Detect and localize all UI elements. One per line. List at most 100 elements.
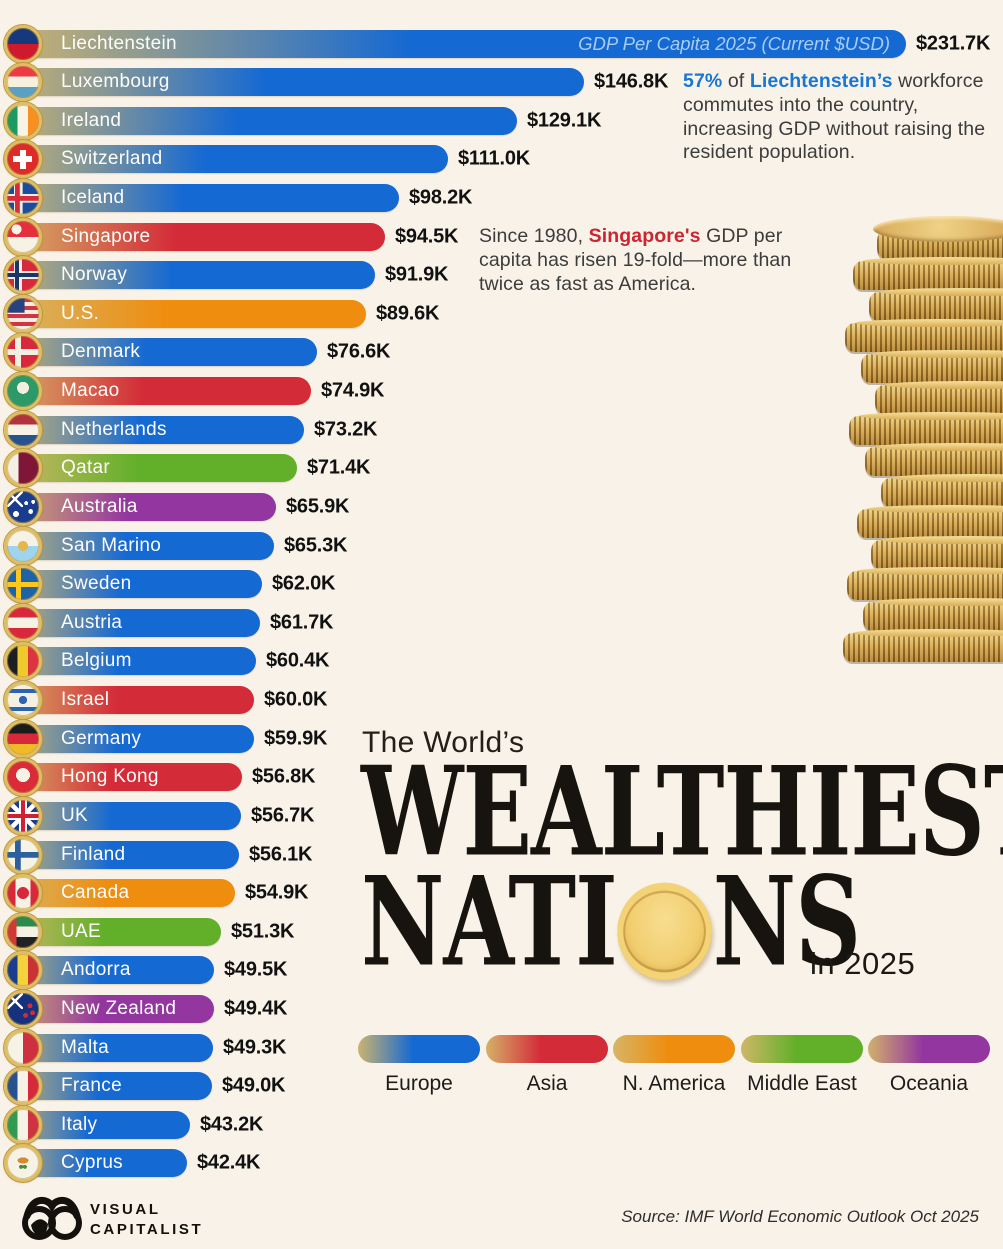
coin-edge [857,505,1003,538]
country-label: Cyprus [61,1152,123,1174]
bar-europe: Denmark [6,338,317,367]
flag-sanmarino-icon [4,526,42,565]
annotation-liechtenstein: 57% of Liechtenstein’s workforce commute… [683,70,987,165]
bar-europe: Finland [6,840,239,869]
value-label: $60.0K [264,688,328,711]
bar-europe: Ireland [6,106,517,135]
flag-singapore-icon [4,217,42,256]
bar-row-italy: Italy $43.2K [4,1105,996,1145]
annotation-accent: Singapore's [588,225,701,247]
bar-row-us: U.S. $89.6K [4,294,996,334]
legend-swatch-europe [358,1035,480,1063]
flag-qatar-icon [4,449,42,488]
bar-row-andorra: Andorra $49.5K [4,951,996,990]
value-label: $43.2K [200,1113,264,1136]
country-label: UK [61,804,88,826]
bar-row-ireland: Ireland $129.1K [4,101,996,141]
bar-europe: Switzerland [6,145,448,174]
bar-row-germany: Germany $59.9K [4,719,996,759]
bar-oceania: Australia [6,492,276,521]
bar-row-cyprus: Cyprus $42.4K [4,1144,996,1183]
coin-edge [853,257,1003,290]
country-label: Switzerland [61,148,163,170]
country-label: Israel [61,689,110,711]
coin-edge [881,474,1003,507]
flag-uk-icon [4,796,42,835]
flag-ireland-icon [4,101,42,140]
country-label: Ireland [61,109,122,131]
flag-hongkong-icon [4,758,42,797]
coin-edge [865,443,1003,476]
country-label: Qatar [61,457,111,479]
country-label: Netherlands [61,418,167,440]
bar-row-israel: Israel $60.0K [4,681,996,720]
flag-austria-icon [4,603,42,642]
bar-row-france: France $49.0K [4,1067,996,1106]
coin-edge [875,381,1003,414]
country-label: Finland [61,843,126,865]
value-label: $91.9K [385,263,449,286]
value-label: $146.8K [594,70,669,93]
coin-edge [843,629,1003,662]
flag-norway-icon [4,256,42,295]
value-label: $42.4K [197,1151,261,1174]
brand-line-2: CAPITALIST [90,1220,204,1238]
coin-top-face [873,216,1003,242]
bar-row-macao: Macao $74.9K [4,372,996,411]
value-label: $56.1K [249,843,313,866]
bar-europe: Germany [6,724,254,753]
country-label: Hong Kong [61,766,159,788]
value-label: $49.4K [224,997,288,1020]
bar-row-uae: UAE $51.3K [4,912,996,952]
flag-sweden-icon [4,565,42,604]
flag-france-icon [4,1067,42,1106]
legend-label-europe: Europe [385,1072,453,1095]
title-nations-left: NATI [361,849,618,995]
flag-denmark-icon [4,333,42,372]
coin-edge [861,350,1003,383]
value-label: $231.7K [916,32,991,54]
flag-netherlands-icon [4,410,42,449]
value-label: $49.3K [223,1036,287,1059]
annotation-text: Since 1980, [479,225,589,247]
country-label: Norway [61,264,128,286]
bar-row-sweden: Sweden $62.0K [4,565,996,604]
value-label: $54.9K [245,881,309,904]
annotation-accent: Liechtenstein’s [749,70,893,92]
bar-row-finland: Finland $56.1K [4,835,996,875]
value-label: $61.7K [270,611,334,634]
bar-row-switzerland: Switzerland $111.0K [4,140,996,179]
country-label: Belgium [61,650,132,672]
bar-row-netherlands: Netherlands $73.2K [4,410,996,450]
flag-finland-icon [4,835,42,874]
flag-newzealand-icon [4,990,42,1028]
country-label: Italy [61,1113,98,1135]
country-label: Austria [61,611,123,633]
visual-capitalist-logo-icon [20,1190,84,1249]
value-label: $129.1K [527,109,602,132]
brand-line-1: VISUAL [90,1201,161,1218]
value-label: $94.5K [395,225,459,248]
bar-row-uk: UK $56.7K [4,796,996,836]
flag-switzerland-icon [4,140,42,179]
flag-liechtenstein-icon [4,24,42,63]
country-label: Macao [61,380,120,402]
bar-mideast: UAE [6,917,221,946]
title-year: in 2025 [810,946,916,981]
flag-canada-icon [4,874,42,913]
title-wealthiest: WEALTHIEST [361,739,1003,885]
legend: Europe Asia N. America Middle East Oceania [358,1035,998,1095]
legend-swatch-namerica [613,1035,735,1063]
coin-edge [871,536,1003,569]
value-label: $73.2K [314,418,378,441]
bar-europe: Belgium [6,647,256,676]
flag-cyprus-icon [4,1144,42,1183]
bar-row-sanmarino: San Marino $65.3K [4,526,996,566]
bar-row-canada: Canada $54.9K [4,874,996,913]
bar-chart: Liechtenstein GDP Per Capita 2025 (Curren… [4,0,1003,1195]
legend-label-namerica: N. America [622,1072,726,1095]
bar-row-belgium: Belgium $60.4K [4,642,996,681]
bar-row-austria: Austria $61.7K [4,603,996,643]
flag-us-icon [4,294,42,333]
value-label: $74.9K [321,379,385,402]
